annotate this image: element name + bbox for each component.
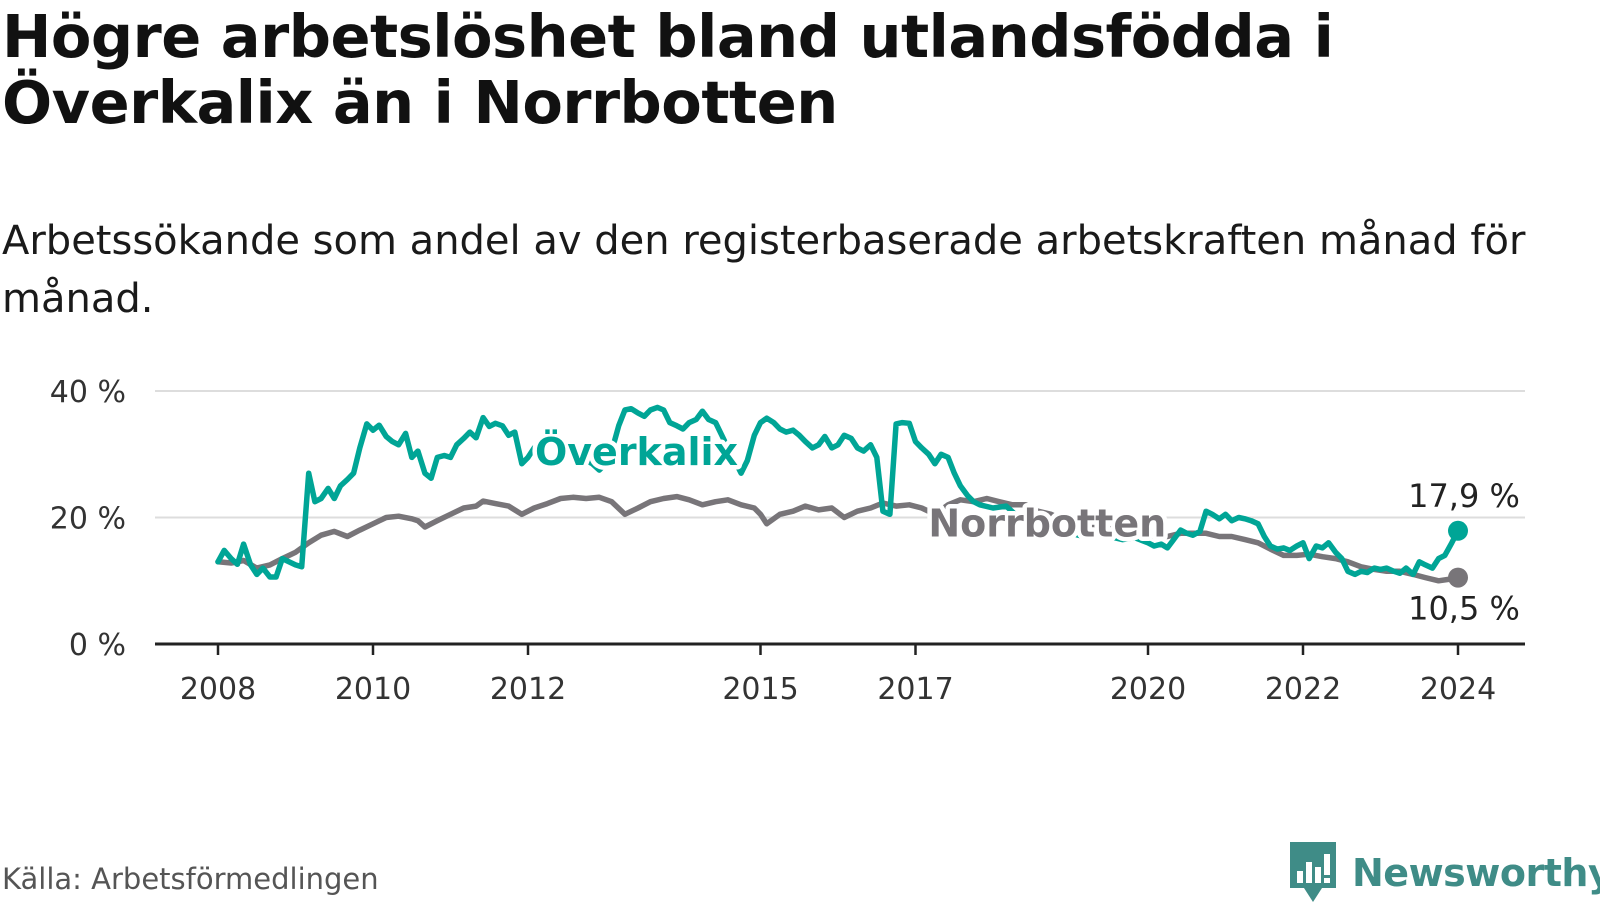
y-tick-label: 20 %: [50, 502, 126, 537]
x-tick-label: 2024: [1420, 672, 1496, 707]
y-tick-label: 40 %: [50, 375, 126, 410]
chart-title: Högre arbetslöshet bland utlandsfödda i …: [2, 2, 1334, 137]
x-tick-label: 2017: [877, 672, 953, 707]
brand-logo: Newsworthy: [1288, 840, 1600, 906]
series-labels: 17,9 % 10,5 % Överkalix Norrbotten: [530, 426, 1520, 628]
line-chart: 0 % 20 % 40 % 2008 2010 2012 2015 2017 2020 2022…: [50, 375, 1525, 707]
chart-subtitle: Arbetssökande som andel av den registerb…: [2, 218, 1526, 322]
series-end-point: [1448, 520, 1468, 541]
series-end-point: [1448, 567, 1468, 588]
x-tick-label: 2010: [335, 672, 411, 707]
brand-name: Newsworthy: [1352, 851, 1600, 895]
series-lines: [215, 404, 1468, 588]
x-tick-label: 2008: [180, 672, 256, 707]
x-tick-label: 2020: [1110, 672, 1186, 707]
y-tick-label: 0 %: [69, 628, 126, 663]
x-axis: 2008 2010 2012 2015 2017 2020 2022 2024: [155, 642, 1525, 707]
series-name-label: Överkalix: [535, 430, 738, 474]
series-line-norrbotten: [215, 493, 1461, 584]
y-axis-ticks: 0 % 20 % 40 %: [50, 375, 126, 663]
x-tick-label: 2022: [1265, 672, 1341, 707]
series-name-label: Norrbotten: [928, 502, 1166, 546]
x-tick-label: 2012: [490, 672, 566, 707]
newsworthy-logo-icon: [1290, 842, 1336, 902]
series-line-överkalix: [215, 404, 1461, 580]
series-end-label: 10,5 %: [1408, 590, 1520, 628]
x-tick-label: 2015: [722, 672, 798, 707]
series-end-label: 17,9 %: [1408, 477, 1520, 515]
source-note: Källa: Arbetsförmedlingen: [2, 862, 379, 896]
